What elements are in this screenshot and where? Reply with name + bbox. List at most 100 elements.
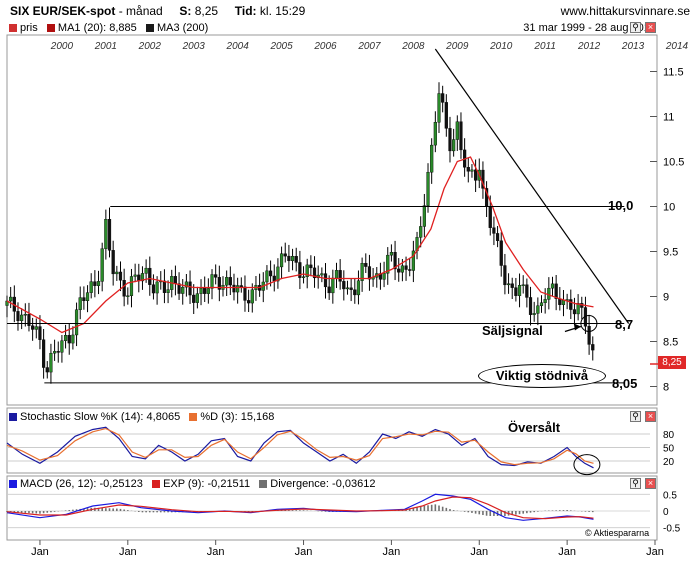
last-price-box: 8,25 [658,356,686,369]
macd-zoom-icon[interactable]: ⚲ [630,478,641,489]
chart-header: SIX EUR/SEK-spot - månad S: 8,25 Tid: kl… [10,4,305,18]
price-tick-label: 8 [663,382,669,394]
candle-body [181,286,185,294]
candle-body [488,206,492,228]
pris-swatch [9,24,17,33]
price-tick-label: 9.5 [663,247,678,259]
macd-legend: MACD (26, 12): -0,25123 EXP (9): -0,2151… [9,478,375,490]
candle-body [45,367,49,373]
candle-body [393,252,397,270]
candle-body [115,271,119,275]
instrument-title: SIX EUR/SEK-spot [10,4,116,18]
candle-body [9,296,13,302]
candle-body [203,287,207,294]
candle-body [342,281,346,290]
year-label: 2008 [401,41,425,52]
candle-body [287,255,291,262]
legend-div: Divergence: -0,03612 [270,478,376,490]
macd-tick-label: -0.5 [663,524,681,535]
candle-body [96,281,101,286]
month-label: Jan [207,546,225,558]
macd-tick-label: 0.5 [663,490,677,501]
macd-panel-frame [6,475,658,541]
month-label: Jan [119,546,137,558]
stoch-zoom-icon[interactable]: ⚲ [630,411,641,422]
candle-body [356,280,361,296]
candle-body [144,267,148,274]
candle-body [320,273,324,276]
div-swatch [259,480,268,489]
candle-body [528,297,533,315]
candle-body [305,264,309,277]
candle-body [151,284,156,294]
oversold-label: Översålt [508,420,561,435]
candle-body [89,281,93,293]
level-87-label: 8,7 [615,317,634,332]
candle-body [82,297,86,302]
candle-body [397,268,401,273]
last-label: S: [179,4,192,18]
candle-body [499,240,503,266]
candle-body [408,269,412,271]
year-label: 2014 [665,41,689,52]
candle-body [162,280,167,293]
candle-body [550,283,555,289]
candle-body [56,351,60,353]
candle-body [107,219,112,251]
date-range: 31 mar 1999 - 28 aug 2012 [523,22,656,34]
candle-body [470,169,474,172]
candle-body [441,93,445,103]
candle-body [217,277,221,290]
year-label: 2005 [269,41,293,52]
close-icon[interactable]: × [645,22,656,33]
candle-body [433,122,437,146]
macd-close-icon[interactable]: × [645,478,656,489]
stoch-tick-label: 50 [663,444,675,455]
candle-body [38,326,42,340]
zoom-icon[interactable]: ⚲ [630,22,641,33]
ma1-swatch [46,24,55,33]
candle-body [122,280,126,297]
candle-body [192,294,196,303]
candle-body [42,339,46,368]
candle-body [495,233,500,241]
sell-signal-label: Säljsignal [482,323,543,338]
legend-ma3: MA3 (200) [156,22,209,34]
legend-stoch-k: Stochastic Slow %K (14): 4,8065 [20,411,181,423]
candle-body [503,265,507,286]
ma3-swatch [145,24,154,33]
sell-signal-arrowhead [573,323,581,331]
candle-body [525,284,529,298]
credit-label: © Aktiespararna [585,528,650,538]
candle-body [386,254,390,274]
month-label: Jan [646,546,664,558]
month-label: Jan [31,546,49,558]
stoch-k-line [6,426,594,469]
price-tick-label: 11 [663,112,674,124]
candle-body [166,289,170,293]
candle-body [364,263,368,267]
candle-body [195,293,199,303]
candle-body [49,352,53,373]
price-legend: pris MA1 (20): 8,885 MA3 (200) [9,22,208,34]
candle-body [268,270,273,277]
stoch-d-line [6,427,594,466]
price-tick-label: 9 [663,292,669,304]
year-label: 2004 [226,41,250,52]
candle-body [236,285,240,293]
trend-line [434,48,630,324]
candle-body [360,263,364,281]
year-label: 2012 [577,41,601,52]
oversold-circle [573,454,601,476]
candle-body [31,325,35,330]
candle-body [510,283,514,288]
candle-body [206,288,210,294]
candle-body [210,274,214,289]
stoch-close-icon[interactable]: × [645,411,656,422]
candle-body [67,335,71,344]
candle-body [133,274,137,277]
year-label: 2011 [533,41,556,52]
candle-body [569,299,573,310]
candle-body [78,297,82,310]
